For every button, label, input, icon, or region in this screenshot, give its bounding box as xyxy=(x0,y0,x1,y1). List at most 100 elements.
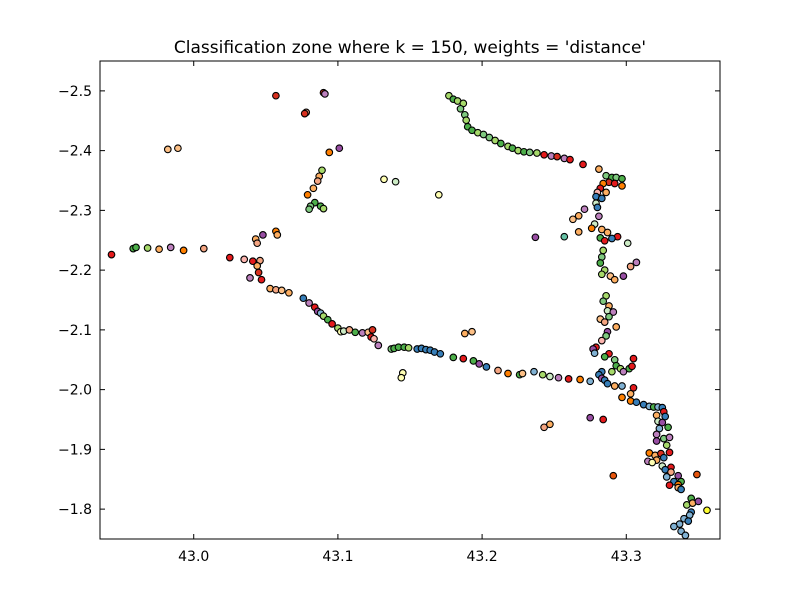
data-point xyxy=(658,418,667,427)
data-point xyxy=(605,312,613,321)
data-point xyxy=(703,506,711,515)
data-point xyxy=(531,233,540,242)
data-point xyxy=(618,182,626,190)
data-point xyxy=(576,375,584,384)
data-point xyxy=(579,160,587,169)
data-point xyxy=(540,150,548,159)
data-point xyxy=(380,175,388,184)
data-point xyxy=(600,352,609,361)
data-point xyxy=(479,130,488,139)
data-point xyxy=(619,272,628,280)
data-point xyxy=(665,481,674,490)
data-point xyxy=(391,177,400,186)
data-point xyxy=(670,522,678,531)
data-point xyxy=(603,228,612,237)
data-point xyxy=(174,144,182,153)
data-point xyxy=(305,205,313,214)
y-tick-label: −2.5 xyxy=(58,84,92,100)
data-point xyxy=(351,328,360,337)
data-point xyxy=(319,204,328,213)
y-tick-label: −2.1 xyxy=(58,323,92,339)
data-point xyxy=(693,470,701,479)
data-point xyxy=(659,453,668,462)
data-point xyxy=(628,362,636,371)
data-point xyxy=(318,166,326,175)
data-point xyxy=(626,389,635,398)
data-point xyxy=(309,184,318,193)
data-point xyxy=(569,215,577,224)
data-point xyxy=(248,257,257,266)
data-point xyxy=(609,308,618,316)
data-point xyxy=(684,517,693,525)
data-point xyxy=(629,354,638,363)
data-point xyxy=(603,379,612,388)
data-point xyxy=(518,369,527,378)
data-point xyxy=(325,148,334,157)
data-point xyxy=(143,244,152,252)
data-point xyxy=(694,497,703,506)
data-point xyxy=(590,349,599,358)
data-point xyxy=(166,243,175,252)
data-point xyxy=(246,274,254,282)
data-point xyxy=(475,360,484,368)
data-point xyxy=(587,224,596,233)
data-point xyxy=(554,373,563,382)
data-point xyxy=(580,205,589,214)
data-point xyxy=(566,155,574,164)
data-point xyxy=(597,270,606,279)
data-point xyxy=(460,329,469,338)
data-point xyxy=(626,262,635,271)
data-point xyxy=(277,286,286,295)
data-point xyxy=(599,297,608,306)
axes-layer: 43.0 43.1 43.2 43.3 −2.5 −2.4 −2.3 −2.2 −2.1 −2.0… xyxy=(58,61,720,565)
data-point xyxy=(525,148,534,157)
data-point xyxy=(436,349,445,358)
data-point xyxy=(586,377,595,386)
points-layer xyxy=(107,88,711,540)
x-tick-label: 43.1 xyxy=(322,549,353,565)
y-tick-label: −1.8 xyxy=(58,502,92,518)
y-tick-label: −2.2 xyxy=(58,263,92,279)
data-point xyxy=(303,190,312,199)
data-point xyxy=(530,367,538,376)
data-point xyxy=(662,441,671,450)
data-point xyxy=(328,320,336,328)
data-point xyxy=(674,471,683,480)
data-point xyxy=(335,144,344,153)
data-point xyxy=(665,433,674,442)
data-point xyxy=(272,91,280,100)
data-point xyxy=(553,152,561,161)
data-point xyxy=(632,258,641,267)
data-point xyxy=(648,458,657,467)
data-point xyxy=(602,332,610,340)
data-point xyxy=(586,413,595,422)
data-point xyxy=(404,343,413,352)
data-point xyxy=(574,228,583,236)
data-point xyxy=(299,294,308,303)
data-point xyxy=(179,246,188,255)
data-point xyxy=(600,318,609,326)
data-point xyxy=(459,354,468,363)
data-point xyxy=(609,471,618,480)
data-point xyxy=(254,268,263,277)
data-point xyxy=(667,468,675,476)
data-point xyxy=(462,116,471,125)
data-point xyxy=(468,327,476,336)
data-point xyxy=(546,372,554,381)
data-point xyxy=(397,373,406,382)
data-point xyxy=(610,382,619,390)
y-tick-label: −1.9 xyxy=(58,442,92,458)
data-point xyxy=(597,336,606,345)
data-point xyxy=(665,448,674,457)
data-point xyxy=(677,485,685,494)
data-point xyxy=(305,299,313,307)
data-point xyxy=(107,250,116,259)
data-point xyxy=(618,393,626,402)
data-point xyxy=(574,211,583,220)
data-point xyxy=(240,255,249,264)
data-point xyxy=(370,334,378,343)
data-point xyxy=(595,165,603,173)
data-point xyxy=(273,231,282,239)
